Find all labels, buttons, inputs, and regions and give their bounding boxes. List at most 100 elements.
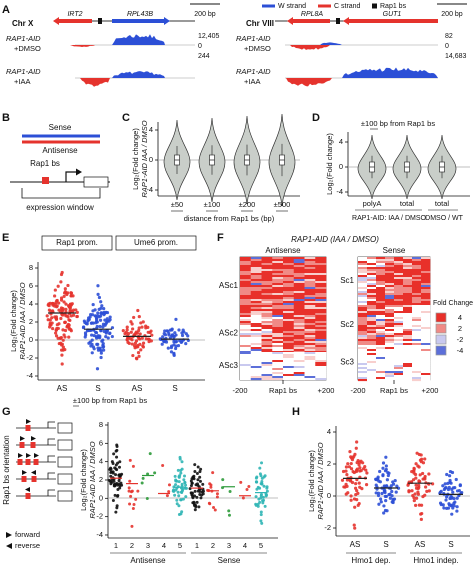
dot	[391, 480, 395, 484]
heatmap-cell	[385, 353, 395, 356]
dot	[105, 310, 110, 315]
heatmap-cell	[385, 301, 395, 304]
dot	[90, 333, 94, 337]
dot	[412, 498, 416, 503]
heatmap-cell	[403, 365, 413, 368]
heatmap-cell	[283, 315, 295, 318]
heatmap-cell	[250, 376, 262, 379]
heatmap-cell	[376, 331, 386, 334]
heatmap-cell	[421, 363, 431, 366]
heatmap-cell	[412, 275, 422, 278]
dot	[102, 329, 106, 334]
heatmap-cell	[293, 372, 305, 375]
heatmap-cell	[367, 267, 377, 270]
heatmap-cell	[421, 267, 431, 270]
dot	[381, 466, 385, 470]
heatmap-cell	[250, 364, 262, 367]
dot	[180, 333, 185, 338]
heatmap-cell	[293, 345, 305, 348]
dot	[68, 309, 72, 313]
heatmap-cell	[403, 263, 413, 266]
heatmap-cell	[304, 354, 316, 357]
cluster-label: ASc3	[219, 361, 239, 370]
dot	[414, 503, 418, 508]
dot	[172, 351, 176, 355]
heatmap-cell	[358, 365, 368, 368]
heatmap-cell	[394, 311, 404, 314]
dot	[439, 489, 443, 493]
heatmap-cell	[315, 287, 327, 290]
dot	[137, 315, 141, 319]
heatmap-cell	[272, 307, 284, 310]
dot	[378, 469, 382, 474]
track-strain: RAP1-AID	[236, 34, 271, 43]
heatmap-cell	[421, 281, 431, 284]
heatmap-cell	[240, 321, 252, 324]
dot	[447, 502, 451, 506]
heatmap-cell	[358, 287, 368, 290]
heatmap-cell	[283, 301, 295, 304]
heatmap-cell	[376, 287, 386, 290]
heatmap-cell	[261, 287, 273, 290]
heatmap-cell	[421, 297, 431, 300]
orientation-arrow	[31, 470, 36, 475]
heatmap-cell	[304, 343, 316, 346]
heatmap-cell	[358, 263, 368, 266]
heatmap-cell	[421, 273, 431, 276]
scale-label: 0	[198, 43, 202, 50]
heatmap-cell	[358, 289, 368, 292]
track-condition: +DMSO	[244, 44, 271, 53]
heatmap-cell	[272, 317, 284, 320]
heatmap-cell	[358, 319, 368, 322]
heatmap-cell	[261, 378, 273, 381]
dot	[247, 484, 251, 488]
heatmap-cell	[250, 277, 262, 280]
heatmap-cell	[304, 325, 316, 328]
heatmap-cell	[240, 325, 252, 328]
heatmap-cell	[394, 279, 404, 282]
heatmap-cell	[394, 261, 404, 264]
dot	[140, 481, 144, 485]
heatmap-cell	[385, 299, 395, 302]
heatmap-cell	[394, 373, 404, 376]
heatmap-cell	[358, 349, 368, 352]
dot	[90, 321, 94, 325]
heatmap-cell	[358, 295, 368, 298]
heatmap-cell	[367, 365, 377, 368]
dot	[352, 454, 356, 458]
heatmap-cell	[240, 293, 252, 296]
heatmap-cell	[261, 364, 273, 367]
dot	[259, 482, 263, 486]
dot	[118, 474, 122, 478]
dot	[177, 328, 181, 332]
dot	[254, 503, 258, 507]
heatmap-cell	[261, 374, 273, 377]
heatmap-cell	[412, 287, 422, 290]
heatmap-cell	[367, 337, 377, 340]
dot	[174, 317, 178, 321]
heatmap-cell	[283, 287, 295, 290]
heatmap-cell	[385, 355, 395, 358]
dot	[114, 482, 118, 486]
heatmap-cell	[367, 359, 377, 362]
heatmap-cell	[394, 287, 404, 290]
heatmap-cell	[293, 370, 305, 373]
heatmap-cell	[304, 311, 316, 314]
heatmap-cell	[403, 267, 413, 270]
heatmap-cell	[376, 299, 386, 302]
dot	[444, 486, 448, 490]
legend-swatch	[435, 334, 447, 345]
x-tick-label: S	[448, 540, 453, 549]
heatmap-cell	[283, 335, 295, 338]
dot	[175, 502, 179, 506]
heatmap-cell	[412, 317, 422, 320]
heatmap-cell	[367, 275, 377, 278]
dot	[55, 299, 59, 303]
dot	[116, 487, 120, 491]
heatmap-cell	[240, 331, 252, 334]
dot	[263, 474, 267, 478]
y-tick-label: 6	[99, 438, 103, 447]
heatmap-cell	[272, 352, 284, 355]
heatmap-cell	[240, 319, 252, 322]
panel-label: C	[122, 112, 130, 124]
